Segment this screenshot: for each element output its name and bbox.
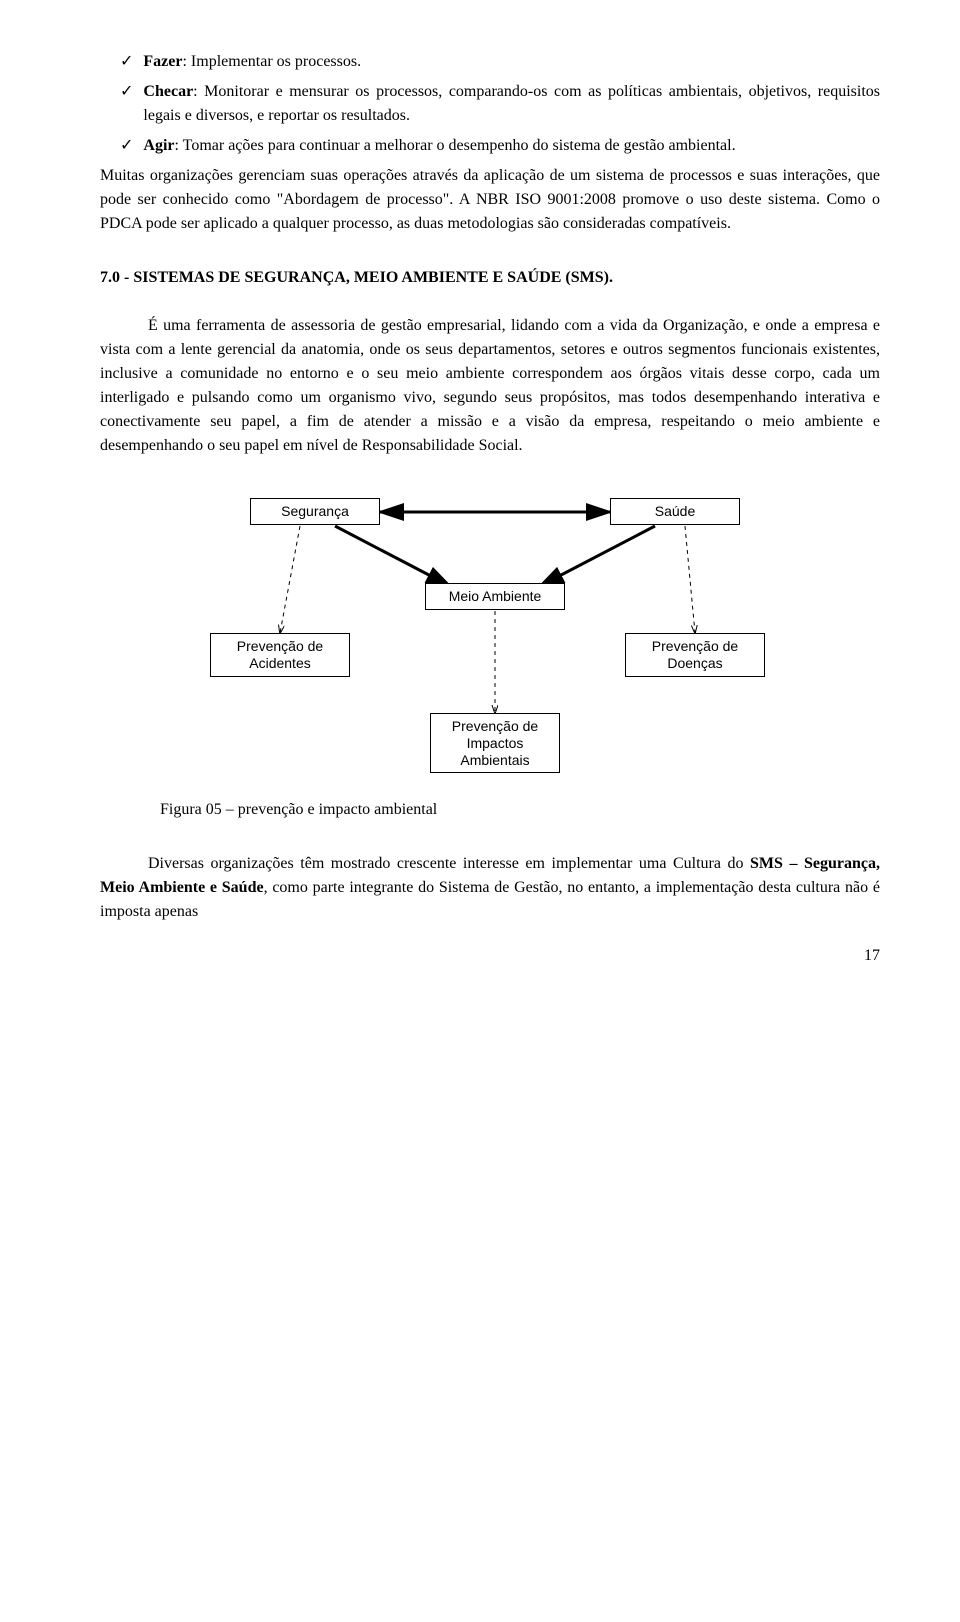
node-meio-ambiente: Meio Ambiente [425, 583, 565, 610]
check-icon: ✓ [120, 50, 133, 74]
check-icon: ✓ [120, 80, 133, 104]
page-number: 17 [100, 944, 880, 968]
paragraph-sms-cultura: Diversas organizações têm mostrado cresc… [100, 852, 880, 924]
paragraph-sms-intro: É uma ferramenta de assessoria de gestão… [100, 314, 880, 458]
bullet-fazer: ✓ Fazer: Implementar os processos. [120, 50, 880, 74]
paragraph-abordagem: Muitas organizações gerenciam suas opera… [100, 164, 880, 236]
figure-caption: Figura 05 – prevenção e impacto ambienta… [160, 798, 880, 822]
bullet-text: Fazer: Implementar os processos. [143, 50, 880, 74]
bullet-text: Checar: Monitorar e mensurar os processo… [143, 80, 880, 128]
bullet-text: Agir: Tomar ações para continuar a melho… [143, 134, 880, 158]
bullet-checar: ✓ Checar: Monitorar e mensurar os proces… [120, 80, 880, 128]
sms-diagram: Segurança Saúde Meio Ambiente Prevenção … [170, 488, 810, 788]
node-seguranca: Segurança [250, 498, 380, 525]
node-prevencao-acidentes: Prevenção de Acidentes [210, 633, 350, 677]
node-prevencao-impactos: Prevenção de Impactos Ambientais [430, 713, 560, 773]
bullet-agir: ✓ Agir: Tomar ações para continuar a mel… [120, 134, 880, 158]
check-icon: ✓ [120, 134, 133, 158]
node-saude: Saúde [610, 498, 740, 525]
section-heading: 7.0 - SISTEMAS DE SEGURANÇA, MEIO AMBIEN… [100, 266, 880, 290]
node-prevencao-doencas: Prevenção de Doenças [625, 633, 765, 677]
